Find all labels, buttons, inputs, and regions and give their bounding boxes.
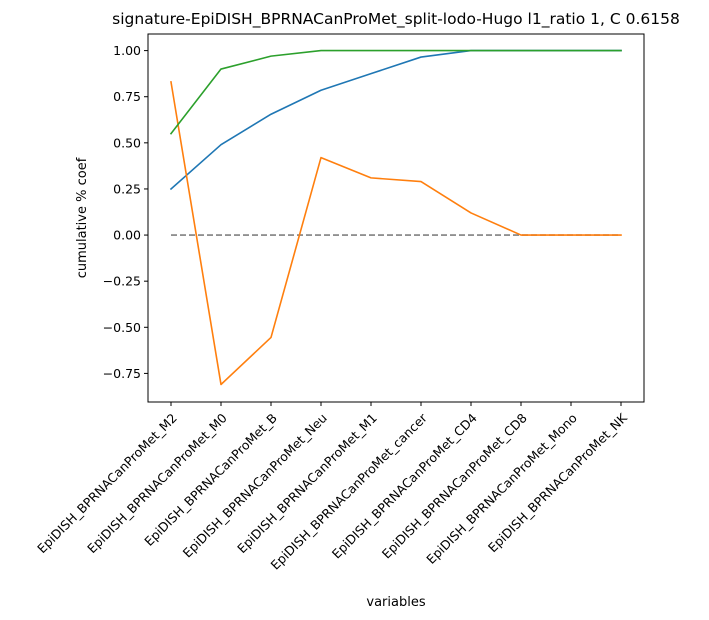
y-axis: −0.75 −0.50 −0.25 0.00 0.25 0.50 0.75 1.00 <box>103 43 148 381</box>
y-tick-label: −0.50 <box>103 320 141 335</box>
series-line-2 <box>170 81 622 386</box>
x-axis-label: variables <box>366 595 425 610</box>
y-tick-label: 1.00 <box>113 43 141 58</box>
y-tick-label: 0.00 <box>113 228 141 243</box>
series-line-1 <box>169 49 622 191</box>
y-tick-label: 0.75 <box>113 89 141 104</box>
y-tick-label: 0.25 <box>113 181 141 196</box>
plot-frame <box>147 33 645 403</box>
y-tick-label: 0.50 <box>113 135 141 150</box>
series-line-3 <box>169 49 622 135</box>
y-axis-label: cumulative % coef <box>75 157 90 278</box>
y-tick-label: −0.75 <box>103 366 141 381</box>
y-tick-label: −0.25 <box>103 274 141 289</box>
chart-title: signature-EpiDISH_BPRNACanProMet_split-l… <box>112 10 680 29</box>
plot-lines <box>169 49 622 386</box>
x-axis: EpiDISH_BPRNACanProMet_M2EpiDISH_BPRNACa… <box>34 402 630 573</box>
